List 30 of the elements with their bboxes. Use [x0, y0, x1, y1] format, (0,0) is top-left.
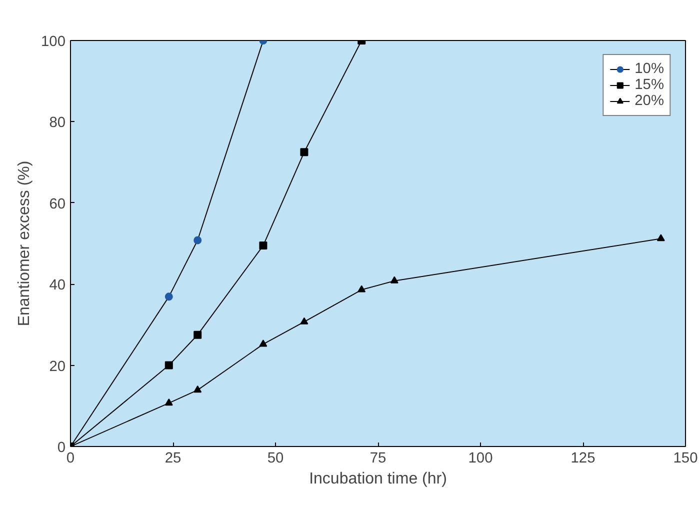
point [656, 234, 665, 242]
point [358, 285, 366, 292]
y-tick-label: 40 [49, 278, 66, 294]
y-axis-title: Enantiomer excess (%) [16, 160, 34, 326]
point [259, 340, 268, 347]
point [194, 236, 202, 244]
point [194, 330, 202, 339]
legend-label: 15% [634, 77, 664, 93]
legend-label: 20% [634, 93, 664, 109]
point [300, 148, 308, 156]
y-tick-label: 0 [57, 440, 66, 456]
x-tick-label: 100 [468, 450, 493, 466]
x-tick-label: 50 [267, 450, 284, 466]
point [390, 276, 398, 284]
point [259, 242, 268, 250]
x-tick-label: 150 [673, 450, 698, 466]
point [300, 317, 308, 324]
x-tick-label: 75 [370, 450, 386, 466]
point [164, 398, 173, 406]
legend-label: 10% [634, 61, 664, 77]
y-tick-label: 80 [49, 115, 66, 132]
x-tick-label: 25 [164, 450, 182, 466]
point [194, 386, 202, 393]
y-tick-label: 20 [49, 358, 66, 375]
point [164, 361, 173, 370]
point [164, 292, 173, 301]
y-tick-label: 100 [41, 34, 66, 50]
x-axis-title: Incubation time (hr) [309, 470, 447, 488]
x-tick-label: 125 [570, 450, 596, 466]
y-tick-label: 60 [49, 196, 66, 212]
